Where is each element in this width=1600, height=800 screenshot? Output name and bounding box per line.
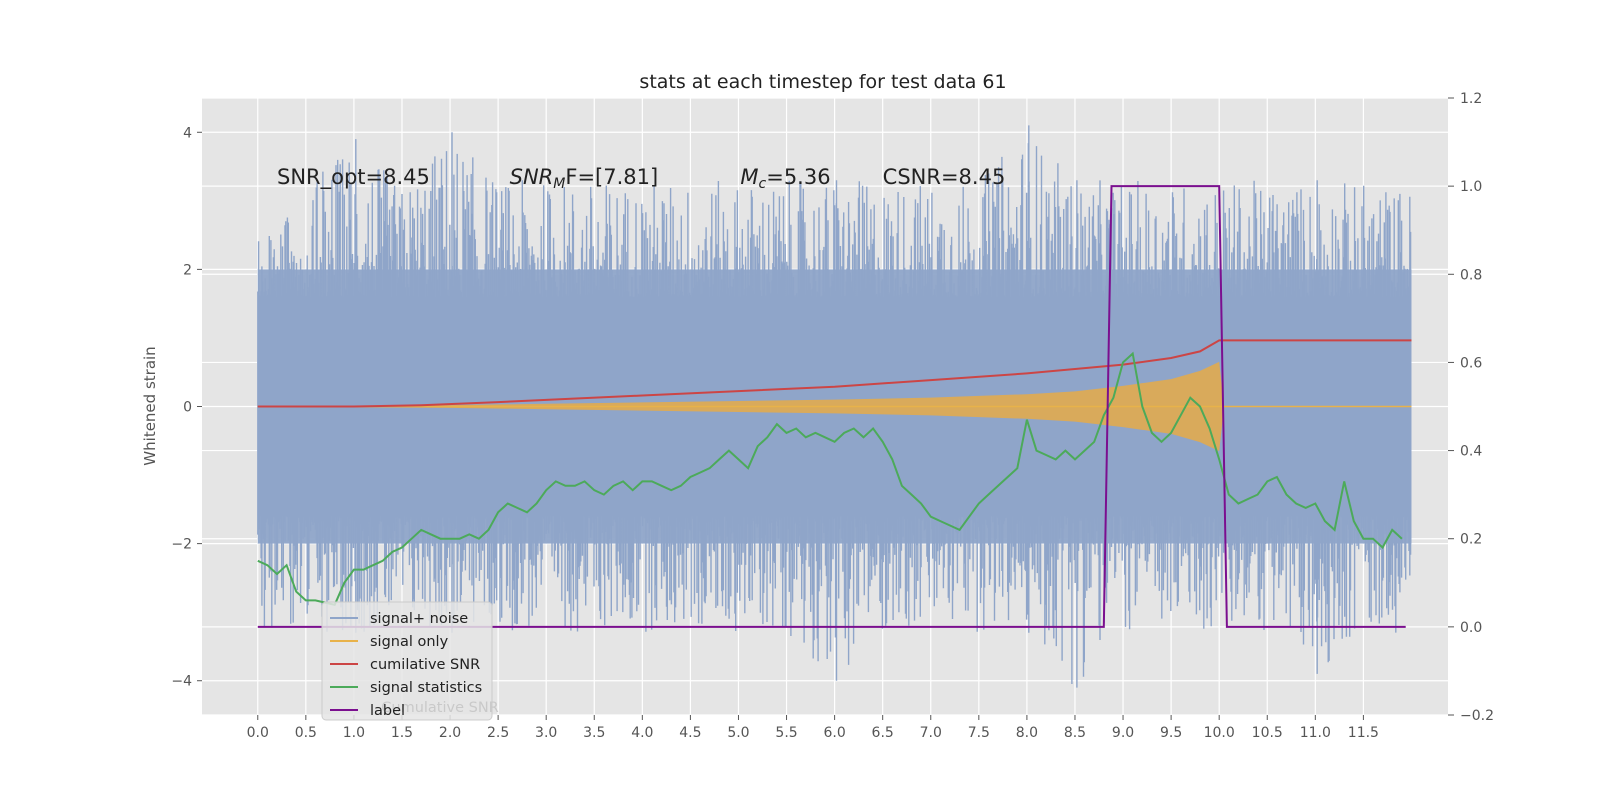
y-tick-label: 0 [183, 400, 192, 416]
y2-tick-label: 0.4 [1460, 444, 1482, 460]
x-tick-label: 3.5 [583, 725, 605, 741]
y2-tick-label: 0.0 [1460, 620, 1482, 636]
series-label [257, 185, 1406, 628]
legend-label-statistics: signal statistics [370, 680, 482, 696]
series-signal-statistics [257, 351, 1403, 606]
legend: Cumulative SNR signal+ noise signal only cu… [321, 601, 499, 721]
legend-box [321, 601, 493, 721]
legend-label-noise: signal+ noise [370, 611, 468, 627]
legend-overlap-text: Cumulative SNR [381, 700, 499, 716]
y2-tick-label: 1.0 [1460, 179, 1482, 195]
y-tick-label: −4 [171, 674, 192, 690]
y-tick-label: 4 [183, 125, 192, 141]
y2-tick-label: 1.2 [1460, 91, 1482, 107]
x-tick-label: 7.0 [920, 725, 942, 741]
series-cumulative-snr [257, 339, 1412, 408]
x-tick-label: 5.0 [727, 725, 749, 741]
x-tick-label: 4.5 [679, 725, 701, 741]
x-tick-label: 9.5 [1160, 725, 1182, 741]
annotation-1: SNRMF=[7.81] [510, 165, 659, 192]
annotation-2: Mc=5.36 [740, 165, 830, 192]
y2-tick-label: 0.8 [1460, 267, 1482, 283]
y-tick-label: 2 [183, 262, 192, 278]
x-tick-label: 6.0 [823, 725, 845, 741]
annotation-3: CSNR=8.45 [883, 165, 1006, 189]
legend-label-label: label [370, 703, 405, 719]
x-tick-label: 1.5 [391, 725, 413, 741]
x-tick-label: 5.5 [775, 725, 797, 741]
x-tick-label: 10.0 [1204, 725, 1235, 741]
x-tick-label: 8.0 [1016, 725, 1038, 741]
legend-label-signal: signal only [370, 634, 449, 650]
x-tick-label: 6.5 [872, 725, 894, 741]
x-tick-label: 3.0 [535, 725, 557, 741]
x-tick-label: 4.0 [631, 725, 653, 741]
legend-label-cumulative: cumilative SNR [370, 657, 480, 673]
y2-tick-label: −0.2 [1460, 708, 1494, 724]
x-tick-label: 11.5 [1348, 725, 1379, 741]
x-tick-label: 9.0 [1112, 725, 1134, 741]
x-tick-label: 1.0 [343, 725, 365, 741]
y-tick-label: −2 [171, 537, 192, 553]
x-tick-label: 8.5 [1064, 725, 1086, 741]
x-tick-label: 7.5 [968, 725, 990, 741]
x-tick-label: 0.0 [247, 725, 269, 741]
y-axis-label: Whitened strain [141, 346, 159, 465]
x-tick-label: 2.5 [487, 725, 509, 741]
series-signal-only [257, 361, 1412, 452]
x-tick-label: 10.5 [1252, 725, 1283, 741]
x-tick-label: 11.0 [1300, 725, 1331, 741]
x-tick-label: 2.0 [439, 725, 461, 741]
annotation-0: SNR_opt=8.45 [277, 165, 430, 190]
y2-tick-label: 0.6 [1460, 355, 1482, 371]
y2-tick-label: 0.2 [1460, 532, 1482, 548]
axis-ticks: 0.0 0.5 1.0 1.5 2.0 2.5 3.0 3.5 4.0 4.5 5.0 5.5 6.0 6… [171, 91, 1494, 741]
annotations: SNR_opt=8.45 SNRMF=[7.81] Mc=5.36 CSNR=8.45 [277, 165, 1005, 192]
x-tick-label: 0.5 [295, 725, 317, 741]
chart-title: stats at each timestep for test data 61 [639, 71, 1006, 93]
